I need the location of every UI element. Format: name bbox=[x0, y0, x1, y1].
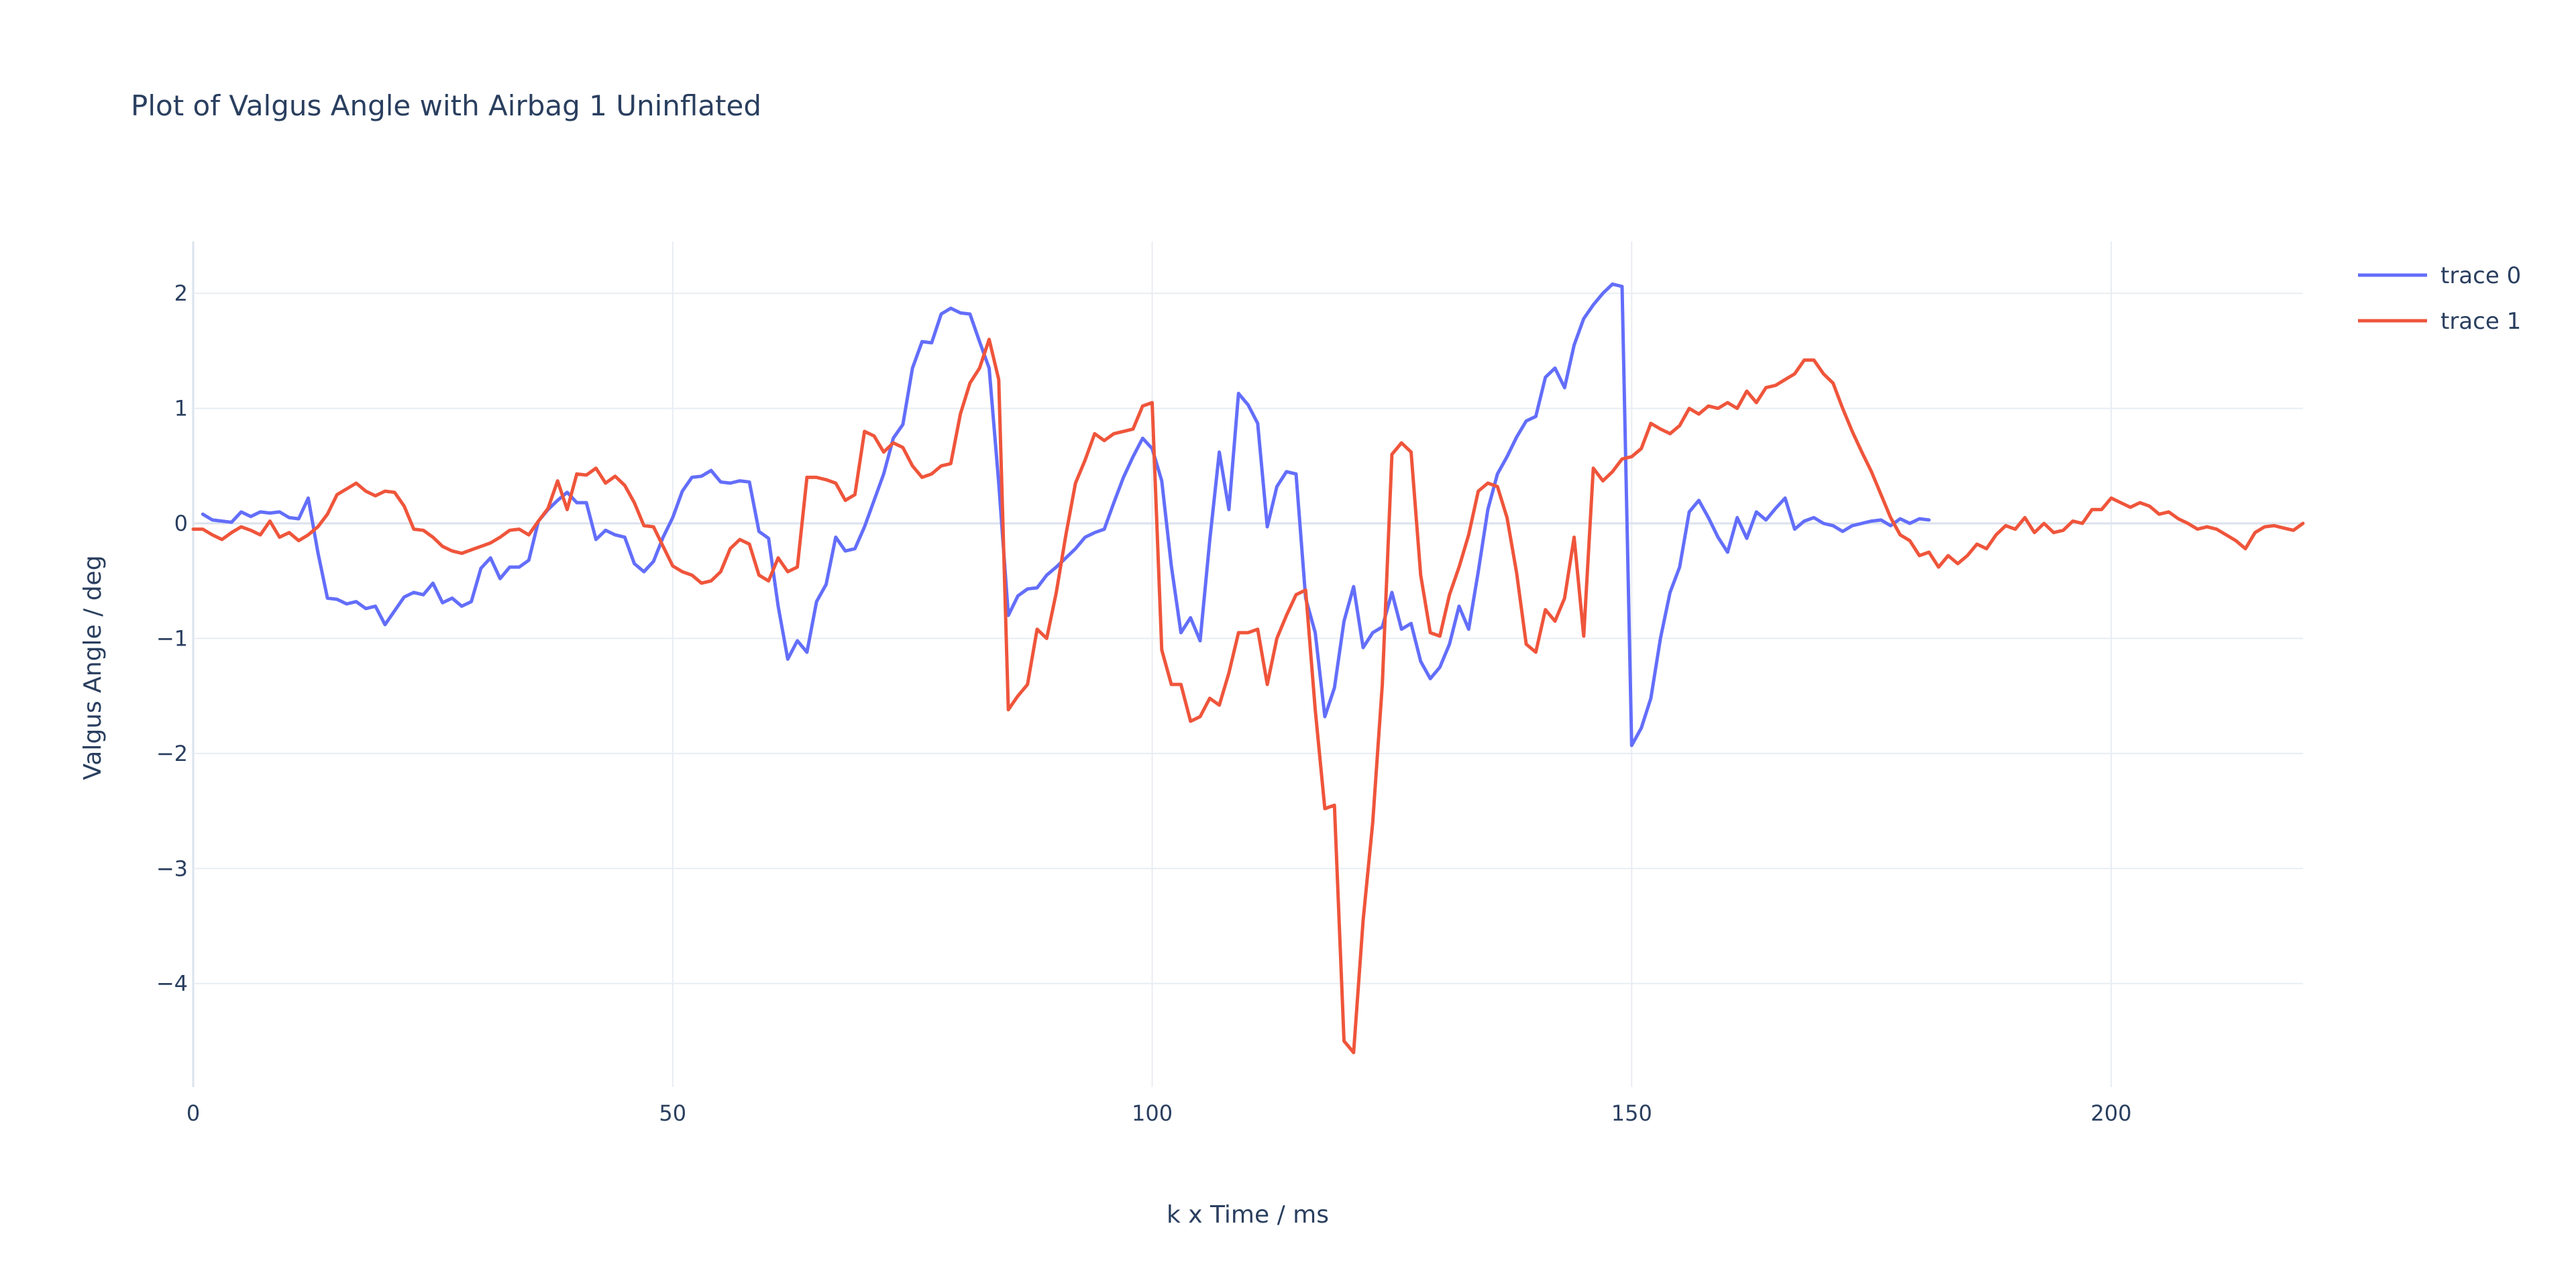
y-tick-label: −4 bbox=[156, 971, 188, 996]
series-line-trace-1 bbox=[191, 338, 2305, 1055]
x-tick-label: 50 bbox=[659, 1100, 686, 1126]
grid bbox=[192, 242, 2303, 1087]
axes: 0 50 100 150 200 −4 −3 −2 −1 0 1 2 bbox=[156, 280, 2132, 1126]
x-tick-label: 150 bbox=[1611, 1100, 1652, 1126]
x-tick-label: 0 bbox=[186, 1100, 200, 1126]
series-line-trace-0 bbox=[201, 282, 1931, 748]
y-tick-label: −1 bbox=[156, 625, 188, 651]
y-tick-label: −3 bbox=[156, 856, 188, 881]
legend: trace 0 trace 1 bbox=[2358, 262, 2521, 335]
x-tick-label: 200 bbox=[2091, 1100, 2132, 1126]
x-tick-label: 100 bbox=[1132, 1100, 1173, 1126]
plot-series bbox=[191, 282, 2305, 1055]
y-axis-title: Valgus Angle / deg bbox=[79, 555, 107, 780]
y-tick-label: −2 bbox=[156, 741, 188, 766]
y-tick-label: 0 bbox=[174, 511, 188, 536]
legend-label: trace 0 bbox=[2440, 262, 2521, 289]
y-tick-label: 2 bbox=[174, 280, 188, 306]
y-tick-label: 1 bbox=[174, 396, 188, 421]
chart-title: Plot of Valgus Angle with Airbag 1 Uninf… bbox=[131, 89, 761, 122]
legend-label: trace 1 bbox=[2440, 308, 2521, 335]
x-axis-title: k x Time / ms bbox=[1167, 1201, 1329, 1229]
